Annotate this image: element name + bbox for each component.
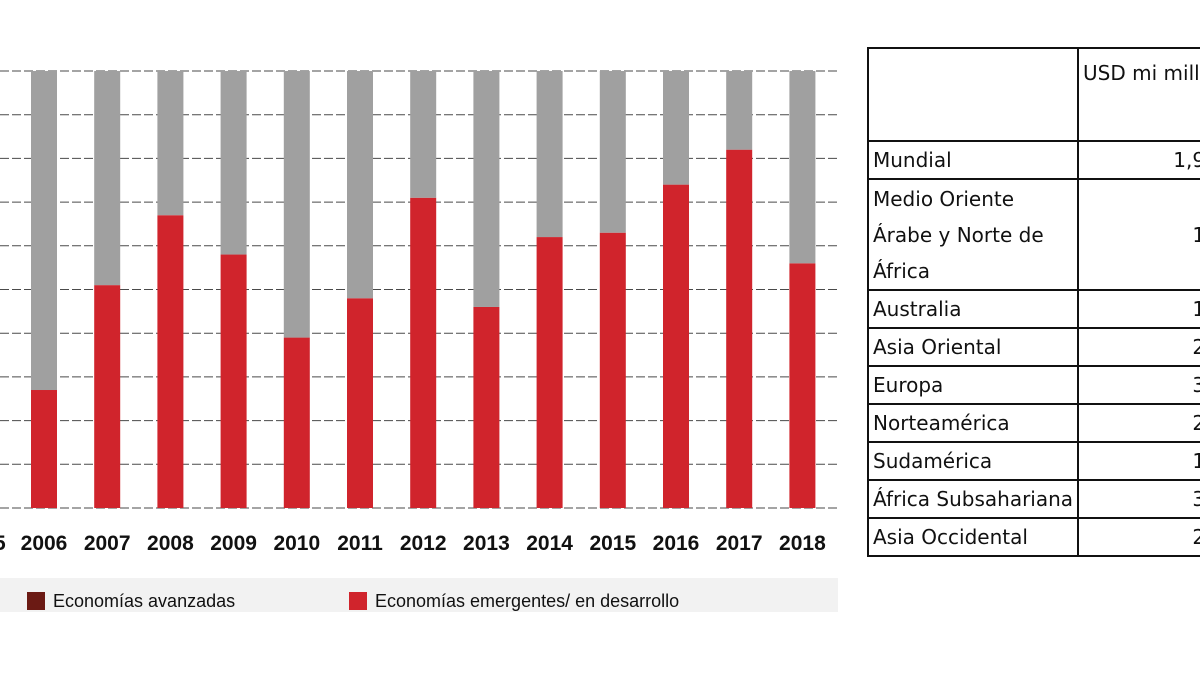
bar-emergentes-2014 — [536, 237, 563, 508]
legend-swatch-emergentes — [349, 592, 367, 610]
grid-lines — [0, 70, 838, 509]
table-cell-region: Asia Occidental — [866, 517, 1080, 557]
bar-remainder-2011 — [347, 71, 373, 299]
bar-emergentes-2012 — [410, 197, 437, 509]
table-row: Asia Occidental 291. — [866, 517, 1200, 557]
x-tick-label: 2007 — [84, 532, 131, 555]
table-row: Asia Oriental 276. — [866, 327, 1200, 367]
bar-emergentes-2006 — [31, 390, 57, 508]
table-row: Europa 392. — [866, 365, 1200, 405]
table-header-row: USD mi millone — [866, 47, 1200, 142]
table-row: Mundial 1,985. — [866, 140, 1200, 180]
legend-label-avanzadas: Economías avanzadas — [53, 591, 235, 611]
legend: Economías avanzadas Economías emergentes… — [27, 591, 679, 611]
bar-remainder-2014 — [536, 71, 563, 238]
table-row: Medio Oriente Árabe y Norte de África 18… — [866, 178, 1200, 291]
table-cell-region: Asia Oriental — [866, 327, 1080, 367]
bar-emergentes-2016 — [663, 184, 689, 508]
legend-label-emergentes: Economías emergentes/ en desarrollo — [375, 591, 679, 611]
table-cell-value: 166. — [1077, 441, 1200, 481]
x-axis-ticks: 5 2006 2007 2008 2009 2010 2011 2012 2013 2014 201… — [0, 532, 826, 555]
x-tick-label: 2016 — [653, 532, 700, 555]
bar-emergentes-2015 — [599, 232, 626, 508]
bar-emergentes-2011 — [347, 298, 373, 508]
table-row: Australia 113. — [866, 289, 1200, 329]
regional-data-table: USD mi millone Mundial 1,985. Medio Orie… — [866, 47, 1200, 557]
bar-remainder-2016 — [663, 71, 689, 185]
table-row: África Subsahariana 300. — [866, 479, 1200, 519]
table-cell-region: Mundial — [866, 140, 1080, 180]
x-tick-label-truncated: 5 — [0, 532, 6, 555]
bar-remainder-2018 — [789, 71, 816, 264]
table-header-value: USD mi millone — [1077, 47, 1200, 142]
bar-emergentes-2017 — [726, 149, 753, 508]
table-cell-region: Europa — [866, 365, 1080, 405]
table-row: Sudamérica 166. — [866, 441, 1200, 481]
table-cell-value: 113. — [1077, 289, 1200, 329]
table-cell-value: 189. — [1077, 178, 1200, 291]
table-cell-region: Medio Oriente Árabe y Norte de África — [866, 178, 1080, 291]
bar-emergentes-2010 — [283, 337, 310, 508]
x-tick-label: 2014 — [526, 532, 573, 555]
x-tick-label: 2011 — [337, 532, 383, 555]
bar-remainder-2015 — [599, 71, 626, 233]
table-cell-region: África Subsahariana — [866, 479, 1080, 519]
bar-remainder-2013 — [473, 71, 500, 307]
legend-swatch-avanzadas — [27, 592, 45, 610]
bar-remainder-2007 — [94, 71, 121, 286]
table-row: Norteamérica 255. — [866, 403, 1200, 443]
table-cell-value: 255. — [1077, 403, 1200, 443]
table-cell-region: Australia — [866, 289, 1080, 329]
bar-remainder-2009 — [220, 71, 247, 255]
table-cell-region: Sudamérica — [866, 441, 1080, 481]
x-tick-label: 2012 — [400, 532, 447, 555]
bars — [31, 71, 816, 509]
bar-remainder-2010 — [283, 71, 310, 338]
bar-remainder-2012 — [410, 71, 437, 198]
bar-remainder-2017 — [726, 71, 753, 150]
table-cell-region: Norteamérica — [866, 403, 1080, 443]
x-tick-label: 2010 — [273, 532, 320, 555]
x-tick-label: 2008 — [147, 532, 194, 555]
chart: 5 2006 2007 2008 2009 2010 2011 2012 2013 2014 201… — [0, 70, 838, 612]
bar-remainder-2008 — [157, 71, 184, 216]
x-tick-label: 2013 — [463, 532, 510, 555]
x-tick-label: 2017 — [716, 532, 763, 555]
x-tick-label: 2015 — [589, 532, 636, 555]
table-cell-value: 276. — [1077, 327, 1200, 367]
table-cell-value: 1,985. — [1077, 140, 1200, 180]
table-cell-value: 300. — [1077, 479, 1200, 519]
table-header-region — [866, 47, 1080, 142]
table-cell-value: 392. — [1077, 365, 1200, 405]
bar-emergentes-2007 — [94, 285, 121, 508]
bar-emergentes-2009 — [220, 254, 247, 508]
bar-remainder-2006 — [31, 71, 57, 391]
bar-emergentes-2008 — [157, 215, 184, 508]
legend-band — [0, 578, 838, 612]
bar-emergentes-2018 — [789, 263, 816, 508]
x-tick-label: 2006 — [21, 532, 68, 555]
x-tick-label: 2018 — [779, 532, 826, 555]
x-tick-label: 2009 — [210, 532, 257, 555]
table-cell-value: 291. — [1077, 517, 1200, 557]
bar-emergentes-2013 — [473, 306, 500, 508]
